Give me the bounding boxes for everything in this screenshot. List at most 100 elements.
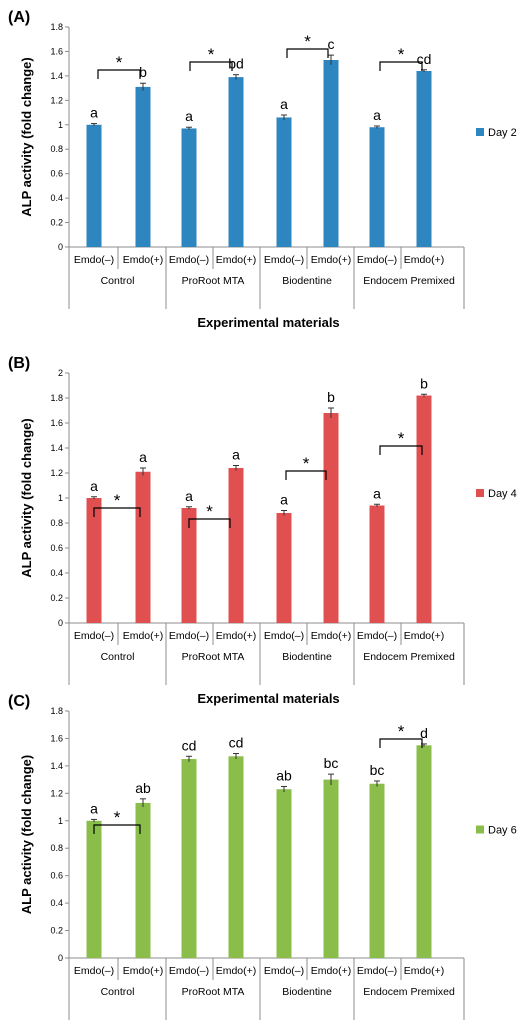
significance-letter: a [280,96,288,112]
significance-star: * [398,429,405,448]
x-tick-label: Emdo(–) [357,254,397,266]
x-tick-label: Emdo(+) [404,254,445,266]
significance-letter: cd [417,51,432,67]
significance-star: * [114,808,121,827]
legend-swatch [476,489,484,497]
significance-letter: bc [370,762,385,778]
significance-bracket [285,470,327,480]
significance-bracket [189,61,233,71]
significance-bracket [379,61,423,71]
significance-letter: a [90,800,98,816]
y-tick-label: 1.6 [50,733,63,743]
significance-letter: bc [324,755,339,771]
significance-star: * [398,722,405,741]
significance-letter: a [90,105,98,121]
y-tick-label: 1 [58,120,63,130]
y-tick-label: 0.4 [50,193,63,203]
x-tick-label: Emdo(+) [123,965,164,977]
bar-3 [181,128,197,247]
bar-7 [369,127,385,247]
bar-8 [416,395,432,623]
significance-letter: ab [276,767,292,783]
bar-4 [228,77,244,247]
y-tick-label: 0.2 [50,926,63,936]
x-tick-label: Emdo(+) [404,630,445,642]
significance-letter: a [232,447,240,463]
significance-letter: a [185,108,193,124]
significance-star: * [114,491,121,510]
chart-panel-3: (C) 0 0.2 0.4 0.6 0.8 1 1.2 1.4 1.6 1.8 ALP activit… [8,693,517,1020]
y-tick-label: 1.4 [50,443,63,453]
x-tick-label: Emdo(+) [123,630,164,642]
y-tick-label: 0.4 [50,898,63,908]
significance-letter: bd [228,56,244,72]
significance-letter: b [420,375,428,391]
group-label: ProRoot MTA [182,986,245,998]
significance-star: * [206,502,213,521]
y-tick-label: 2 [58,368,63,378]
bar-1 [86,820,102,958]
chart-panel-2: (B) 0 0.2 0.4 0.6 0.8 1 1.2 1.4 1.6 1.8 2 ALP activi… [8,355,517,706]
bar-3 [181,759,197,958]
significance-letter: a [373,485,381,501]
bar-6 [323,779,339,958]
significance-letter: b [327,389,335,405]
y-tick-label: 0.6 [50,871,63,881]
bar-8 [416,71,432,247]
significance-bracket [286,48,329,58]
bar-2 [135,86,151,247]
x-tick-label: Emdo(+) [216,630,257,642]
y-tick-label: 1.8 [50,393,63,403]
y-tick-label: 1.2 [50,468,63,478]
y-tick-label: 1.8 [50,706,63,716]
x-tick-label: Emdo(–) [169,630,209,642]
significance-letter: a [373,107,381,123]
bar-6 [323,60,339,247]
y-tick-label: 0 [58,953,63,963]
bar-8 [416,745,432,958]
y-tick-label: 1.2 [50,95,63,105]
x-tick-label: Emdo(–) [74,965,114,977]
x-tick-label: Emdo(+) [404,965,445,977]
significance-letter: cd [229,735,244,751]
y-tick-label: 0.6 [50,169,63,179]
x-tick-label: Emdo(+) [311,254,352,266]
bar-5 [276,117,292,247]
group-label: Endocem Premixed [363,275,455,287]
x-axis-label: Experimental materials [197,691,339,706]
y-axis-label: ALP activity (fold change) [19,755,34,914]
bar-2 [135,802,151,958]
bar-5 [276,513,292,623]
bar-7 [369,783,385,958]
group-label: Biodentine [282,651,332,663]
y-tick-label: 1.6 [50,46,63,56]
x-tick-label: Emdo(–) [74,630,114,642]
x-tick-label: Emdo(–) [264,965,304,977]
significance-star: * [116,53,123,72]
bar-2 [135,471,151,623]
bar-4 [228,756,244,958]
x-tick-label: Emdo(–) [264,630,304,642]
legend-label: Day 4 [488,488,517,500]
x-tick-label: Emdo(+) [311,630,352,642]
x-tick-label: Emdo(–) [169,254,209,266]
group-label: Control [101,651,135,663]
significance-star: * [398,45,405,64]
group-label: Endocem Premixed [363,986,455,998]
group-label: Control [101,986,135,998]
bar-1 [86,498,102,623]
significance-letter: a [280,492,288,508]
chart-panel-1: (A) 0 0.2 0.4 0.6 0.8 1 1.2 1.4 1.6 1.8 ALP activit… [8,9,517,330]
x-tick-label: Emdo(–) [74,254,114,266]
significance-letter: a [185,488,193,504]
panel-label: (C) [8,693,30,710]
group-label: Endocem Premixed [363,651,455,663]
y-tick-label: 0.8 [50,843,63,853]
significance-bracket [97,69,141,79]
bar-7 [369,505,385,623]
y-tick-label: 0.2 [50,218,63,228]
y-tick-label: 0.6 [50,543,63,553]
legend-swatch [476,128,484,136]
x-tick-label: Emdo(+) [216,254,257,266]
significance-bracket [379,738,423,748]
